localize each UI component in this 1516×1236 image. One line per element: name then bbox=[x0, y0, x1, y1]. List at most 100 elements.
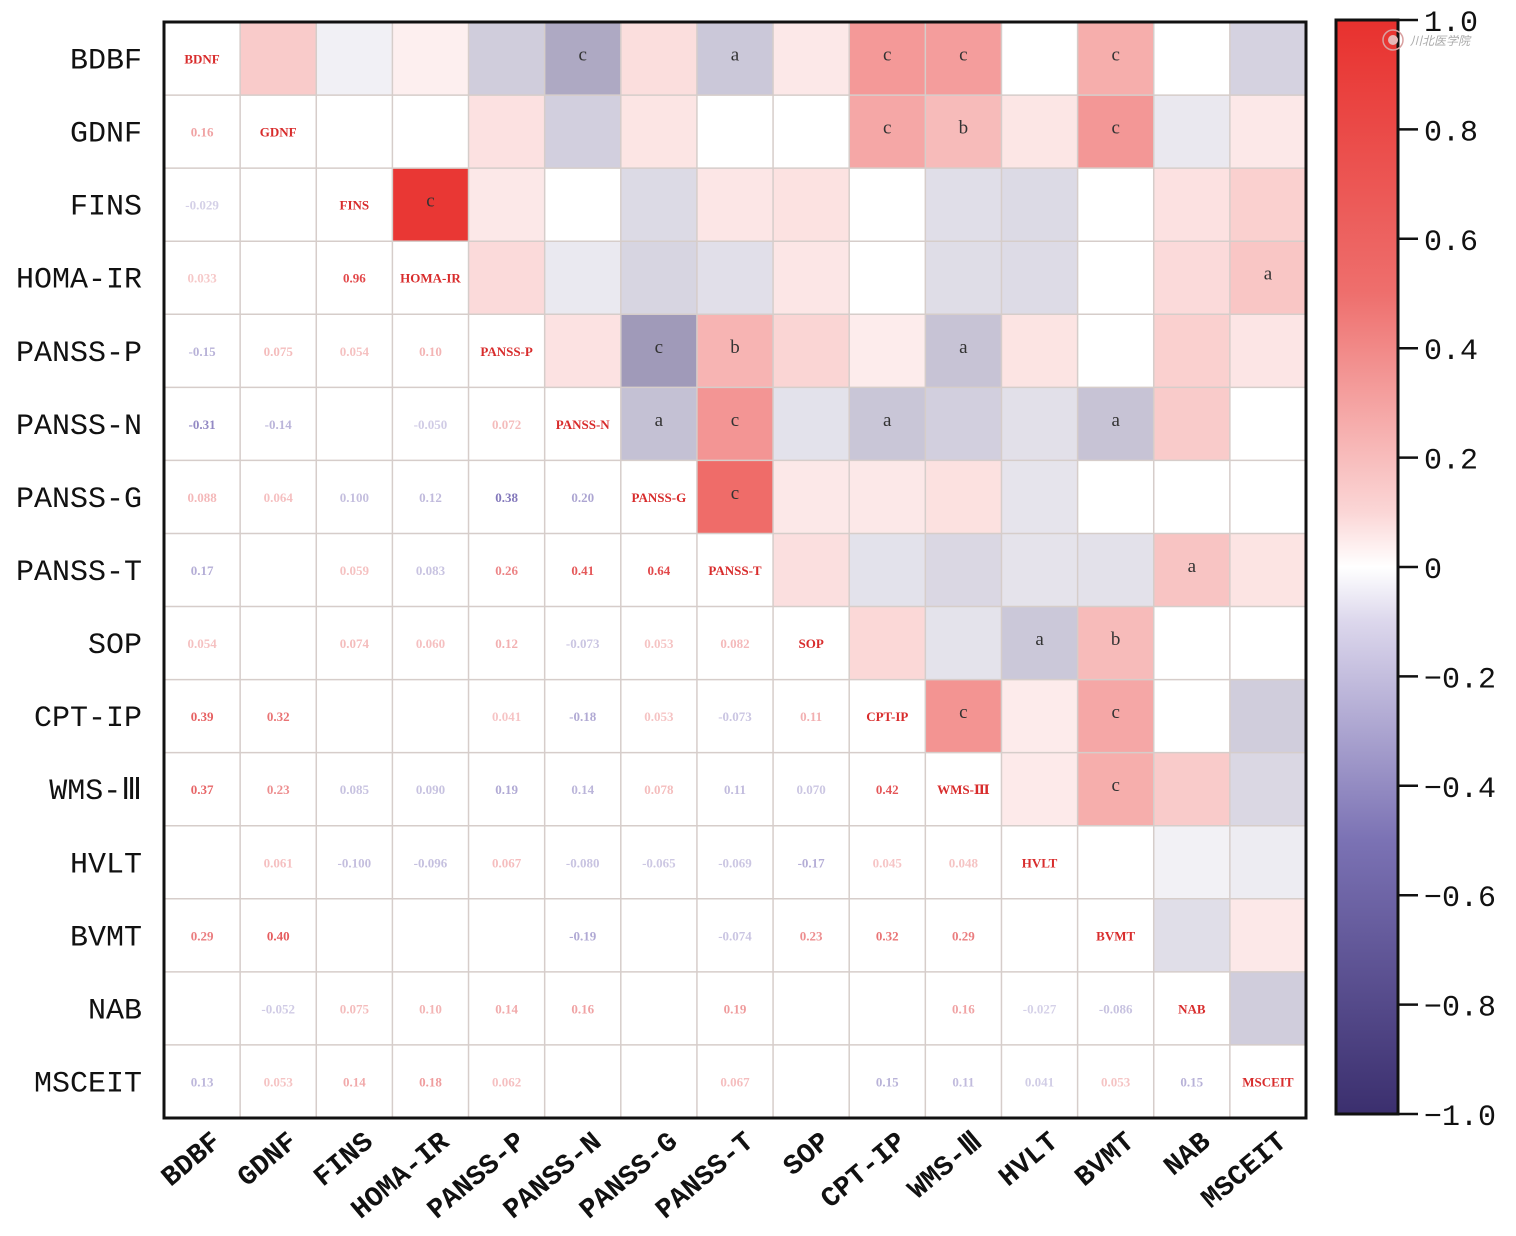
value-cell bbox=[240, 679, 317, 753]
value-cell bbox=[164, 241, 241, 315]
heatmap-cell bbox=[696, 168, 774, 242]
heatmap-cell bbox=[1001, 22, 1078, 96]
value-cell bbox=[696, 606, 774, 680]
value-cell bbox=[696, 752, 774, 826]
correlation-value-label: 0.26 bbox=[495, 563, 518, 578]
x-tick-label: GDNF bbox=[233, 1127, 304, 1194]
value-cell bbox=[392, 460, 469, 534]
heatmap-cell bbox=[1153, 168, 1230, 242]
correlation-value-label: 0.41 bbox=[571, 563, 594, 578]
correlation-value-label: -0.052 bbox=[261, 1001, 295, 1016]
correlation-value-label: 0.12 bbox=[495, 636, 518, 651]
correlation-value-label: 0.045 bbox=[873, 855, 903, 870]
value-cell bbox=[696, 971, 774, 1045]
value-cell bbox=[316, 825, 393, 899]
y-tick-label: PANSS-P bbox=[16, 337, 142, 371]
value-cell bbox=[164, 898, 241, 972]
significance-mark: c bbox=[731, 483, 739, 504]
heatmap-cell bbox=[1077, 168, 1154, 242]
heatmap-cell bbox=[240, 22, 317, 96]
value-cell bbox=[620, 752, 697, 826]
value-cell bbox=[620, 898, 697, 972]
heatmap-cell bbox=[468, 95, 545, 169]
x-tick-label: WMS-Ⅲ bbox=[903, 1127, 989, 1206]
value-cell bbox=[1001, 898, 1078, 972]
significance-mark: c bbox=[1111, 702, 1119, 723]
correlation-value-label: 0.048 bbox=[949, 855, 979, 870]
heatmap-cell bbox=[1001, 460, 1078, 534]
y-tick-label: CPT-IP bbox=[34, 702, 142, 736]
value-cell bbox=[468, 752, 545, 826]
correlation-value-label: 0.060 bbox=[416, 636, 445, 651]
value-cell bbox=[240, 1044, 317, 1118]
value-cell bbox=[468, 606, 545, 680]
heatmap-cell bbox=[620, 168, 697, 242]
correlation-value-label: 0.074 bbox=[340, 636, 370, 651]
heatmap-cell bbox=[1229, 168, 1306, 242]
diagonal-label: MSCEIT bbox=[1242, 1074, 1294, 1089]
heatmap-cell bbox=[925, 533, 1002, 607]
heatmap-cell bbox=[1229, 971, 1306, 1045]
value-cell bbox=[544, 679, 621, 753]
significance-mark: c bbox=[1111, 45, 1119, 66]
significance-mark: a bbox=[731, 45, 740, 66]
value-cell bbox=[925, 1044, 1002, 1118]
value-cell bbox=[164, 971, 241, 1045]
heatmap-cell bbox=[544, 22, 621, 96]
value-cell bbox=[544, 1044, 621, 1118]
correlation-value-label: 0.100 bbox=[340, 490, 369, 505]
value-cell bbox=[316, 241, 393, 315]
correlation-value-label: 0.18 bbox=[419, 1074, 442, 1089]
value-cell bbox=[468, 971, 545, 1045]
significance-mark: c bbox=[426, 191, 434, 212]
value-cell bbox=[164, 314, 241, 388]
value-cell bbox=[696, 825, 774, 899]
value-cell bbox=[468, 533, 545, 607]
heatmap-cell bbox=[773, 241, 850, 315]
colorbar-tick-label: −0.6 bbox=[1424, 882, 1496, 916]
heatmap-cell bbox=[925, 95, 1002, 169]
correlation-value-label: 0.42 bbox=[876, 782, 899, 797]
heatmap-cell bbox=[468, 168, 545, 242]
correlation-value-label: 0.062 bbox=[492, 1074, 521, 1089]
value-cell bbox=[316, 606, 393, 680]
y-tick-label: WMS-Ⅲ bbox=[49, 775, 142, 809]
heatmap-cell bbox=[773, 533, 850, 607]
value-cell bbox=[164, 95, 241, 169]
correlation-value-label: 0.23 bbox=[800, 928, 823, 943]
value-cell bbox=[1077, 971, 1154, 1045]
correlation-value-label: 0.064 bbox=[264, 490, 294, 505]
heatmap-cell bbox=[1229, 752, 1306, 826]
y-tick-label: PANSS-G bbox=[16, 483, 142, 517]
value-cell bbox=[240, 825, 317, 899]
value-cell bbox=[316, 1044, 393, 1118]
heatmap-cell bbox=[1229, 22, 1306, 96]
correlation-value-label: 0.075 bbox=[264, 344, 294, 359]
diagonal-label: GDNF bbox=[260, 125, 297, 140]
heatmap-cell bbox=[544, 95, 621, 169]
heatmap-cell bbox=[1229, 95, 1306, 169]
significance-mark: a bbox=[655, 410, 664, 431]
significance-mark: b bbox=[730, 337, 740, 358]
heatmap-cell bbox=[1153, 22, 1230, 96]
correlation-value-label: 0.17 bbox=[191, 563, 214, 578]
correlation-value-label: 0.64 bbox=[647, 563, 670, 578]
correlation-value-label: 0.14 bbox=[571, 782, 594, 797]
value-cell bbox=[1001, 1044, 1078, 1118]
correlation-value-label: -0.19 bbox=[569, 928, 597, 943]
diagonal-cell bbox=[1229, 1044, 1306, 1118]
heatmap-cells bbox=[164, 22, 1306, 1118]
value-cell bbox=[925, 971, 1002, 1045]
value-cell bbox=[240, 168, 317, 242]
correlation-value-label: 0.041 bbox=[1025, 1074, 1054, 1089]
value-cell bbox=[544, 971, 621, 1045]
y-tick-label: HVLT bbox=[70, 848, 142, 882]
correlation-value-label: 0.085 bbox=[340, 782, 370, 797]
value-cell bbox=[773, 898, 850, 972]
heatmap-cell bbox=[1077, 825, 1154, 899]
correlation-value-label: 0.075 bbox=[340, 1001, 370, 1016]
correlation-value-label: 0.082 bbox=[720, 636, 749, 651]
value-cell bbox=[468, 1044, 545, 1118]
value-cell bbox=[164, 752, 241, 826]
y-tick-label: NAB bbox=[88, 994, 142, 1028]
